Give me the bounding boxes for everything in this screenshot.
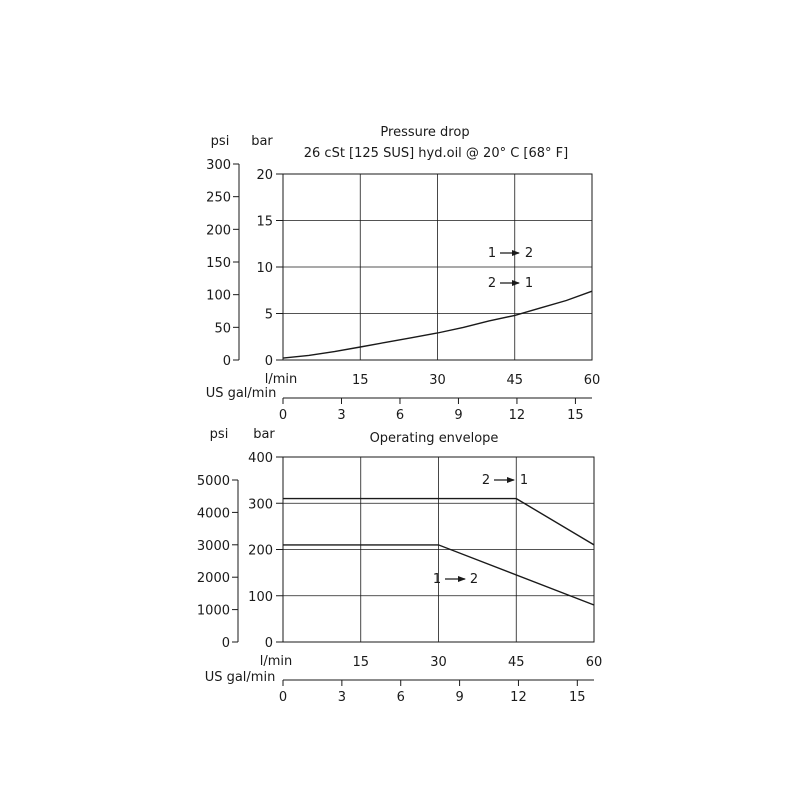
chart1-grid [283, 174, 592, 360]
psi-tick-label: 200 [206, 223, 231, 238]
annotation-to-label: 2 [525, 246, 533, 261]
chart2-bar-axis: 0 100 200 300 400 [248, 451, 283, 651]
psi-tick-label: 3000 [197, 539, 230, 554]
bar-tick-label: 0 [265, 354, 273, 369]
psi-tick-label: 300 [206, 158, 231, 173]
bar-tick-label: 100 [248, 590, 273, 605]
annotation-to-label: 1 [525, 276, 533, 291]
chart2-annotation-1-to-2: 1 2 [433, 572, 478, 587]
gal-tick-label: 9 [454, 408, 462, 423]
bar-tick-label: 200 [248, 544, 273, 559]
gal-tick-label: 3 [338, 690, 346, 705]
chart1-subtitle: 26 cSt [125 SUS] hyd.oil @ 20° C [68° F] [304, 146, 568, 161]
psi-tick-label: 150 [206, 256, 231, 271]
gal-tick-label: 6 [397, 690, 405, 705]
psi-tick-label: 50 [214, 321, 231, 336]
psi-tick-label: 0 [222, 636, 230, 651]
gal-tick-label: 0 [279, 408, 287, 423]
chart2-bar-label: bar [253, 427, 275, 442]
x-tick-label: 15 [352, 373, 369, 388]
annotation-from-label: 1 [433, 572, 441, 587]
series-line-0 [282, 290, 593, 359]
gal-tick-label: 12 [510, 690, 527, 705]
chart1-psi-label: psi [211, 134, 230, 149]
annotation-to-label: 1 [520, 473, 528, 488]
psi-tick-label: 2000 [197, 571, 230, 586]
gal-tick-label: 15 [567, 408, 584, 423]
chart1-annotation-1-to-2: 1 2 [488, 246, 533, 261]
gal-tick-label: 0 [279, 690, 287, 705]
bar-tick-label: 400 [248, 451, 273, 466]
chart2-psi-axis: 0 1000 2000 3000 4000 5000 [197, 474, 239, 651]
chart2-x-unit-label: l/min [260, 654, 293, 669]
psi-tick-label: 4000 [197, 506, 230, 521]
chart1-title: Pressure drop [380, 125, 469, 140]
gal-tick-label: 9 [455, 690, 463, 705]
psi-tick-label: 100 [206, 289, 231, 304]
chart1-bar-axis: 0 5 10 15 20 [256, 168, 283, 369]
x-tick-label: 30 [429, 373, 446, 388]
psi-tick-label: 250 [206, 191, 231, 206]
bar-tick-label: 15 [256, 215, 273, 230]
chart2-title: Operating envelope [370, 431, 499, 446]
bar-tick-label: 300 [248, 497, 273, 512]
chart1-bar-label: bar [251, 134, 273, 149]
chart2-gal-unit-label: US gal/min [205, 670, 276, 685]
series-line-1 [283, 544, 595, 606]
chart2-grid [283, 457, 594, 642]
x-tick-label: 60 [586, 655, 603, 670]
annotation-to-label: 2 [470, 572, 478, 587]
chart2-series [283, 497, 595, 606]
series-line-0 [283, 497, 595, 546]
annotation-from-label: 2 [488, 276, 496, 291]
operating-envelope-chart: Operating envelope psi bar 0100020003000… [197, 427, 602, 705]
gal-tick-label: 6 [396, 408, 404, 423]
psi-tick-label: 5000 [197, 474, 230, 489]
annotation-from-label: 2 [482, 473, 490, 488]
x-tick-label: 60 [584, 373, 601, 388]
gal-tick-label: 12 [509, 408, 526, 423]
x-tick-label: 45 [508, 655, 525, 670]
chart2-annotation-2-to-1: 2 1 [482, 473, 528, 488]
chart1-annotation-2-to-1: 2 1 [488, 276, 533, 291]
chart2-psi-label: psi [210, 427, 229, 442]
chart1-x-unit-label: l/min [265, 372, 298, 387]
annotation-from-label: 1 [488, 246, 496, 261]
x-tick-label: 30 [430, 655, 447, 670]
bar-tick-label: 20 [256, 168, 273, 183]
chart1-x-axis: 15 30 45 60 [352, 373, 600, 388]
psi-tick-label: 1000 [197, 604, 230, 619]
x-tick-label: 15 [352, 655, 369, 670]
psi-tick-label: 0 [223, 354, 231, 369]
chart1-gal-unit-label: US gal/min [206, 386, 277, 401]
chart1-gal-axis: 0 3 6 9 12 15 [279, 397, 592, 423]
bar-tick-label: 5 [265, 308, 273, 323]
chart2-gal-axis: 0 3 6 9 12 15 [279, 679, 594, 705]
chart1-series [282, 290, 593, 359]
bar-tick-label: 0 [265, 636, 273, 651]
chart2-x-axis: 15 30 45 60 [352, 655, 602, 670]
pressure-drop-chart: Pressure drop 26 cSt [125 SUS] hyd.oil @… [206, 125, 601, 423]
gal-tick-label: 15 [569, 690, 586, 705]
x-tick-label: 45 [506, 373, 523, 388]
bar-tick-label: 10 [256, 261, 273, 276]
chart1-psi-axis: 0 50 100 150 200 250 300 [206, 158, 240, 369]
gal-tick-label: 3 [337, 408, 345, 423]
